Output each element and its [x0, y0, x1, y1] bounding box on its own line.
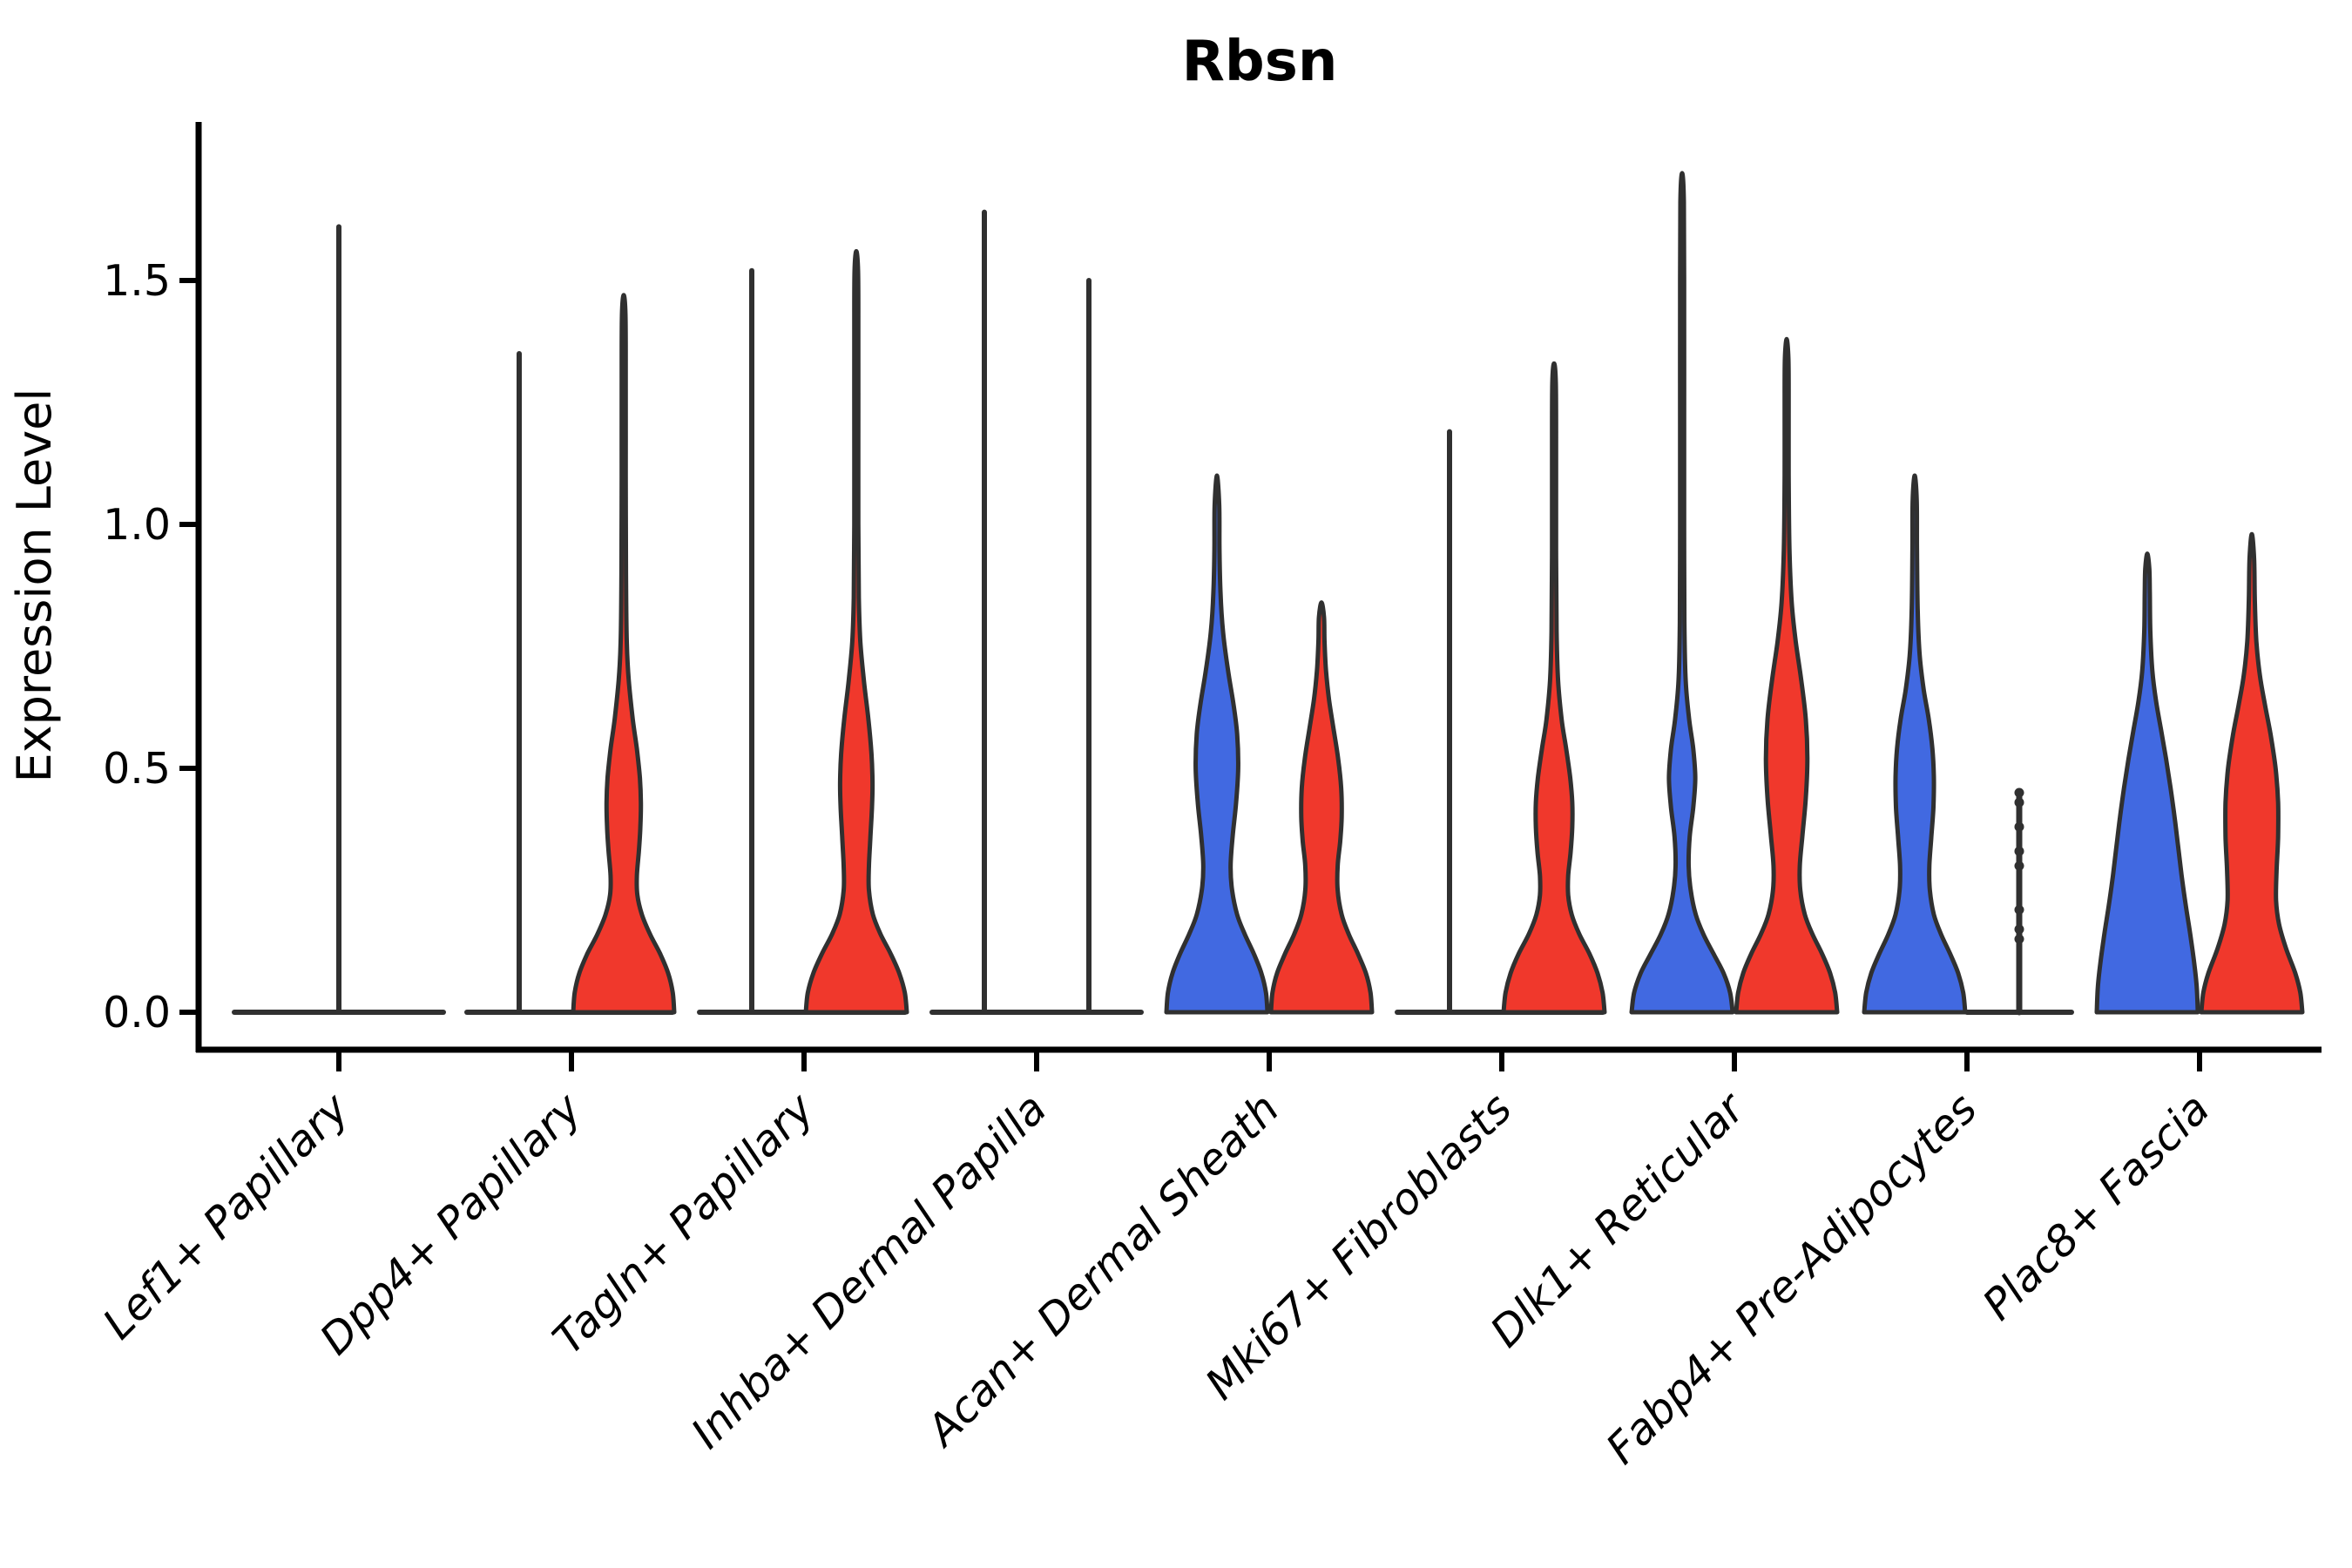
violin-plac8-fascia-red [2199, 531, 2305, 1015]
chart-title: Rbsn [1182, 30, 1338, 94]
violin-fabp4-pre-adipocytes-red-point [2014, 861, 2024, 871]
violin-fabp4-pre-adipocytes-blue [1862, 473, 1968, 1015]
violin-mki67-fibroblasts-red [1501, 361, 1607, 1015]
x-tick-label-lef1-papillary: Lef1+ Papillary [93, 1083, 359, 1348]
violin-fabp4-pre-adipocytes-red-point [2014, 904, 2024, 915]
y-tick-label: 0.0 [103, 988, 171, 1037]
violin-pair-dpp4-papillary [464, 293, 677, 1015]
x-tick-label-fabp4-pre-adipocytes: Fabp4+ Pre-Adipocytes [1597, 1084, 1987, 1474]
violin-pair-lef1-papillary [232, 224, 446, 1015]
violin-tagln-papillary-red [803, 248, 909, 1015]
x-tick-label-plac8-fascia: Plac8+ Fascia [1973, 1084, 2219, 1329]
violin-fabp4-pre-adipocytes-red-point [2014, 934, 2024, 944]
violins [232, 171, 2305, 1016]
violin-dlk1-reticular-blue [1629, 171, 1735, 1015]
violin-acan-dermal-sheath-blue [1164, 473, 1270, 1015]
violin-pair-mki67-fibroblasts [1395, 361, 1607, 1015]
violin-plac8-fascia-blue [2094, 551, 2200, 1015]
violin-pair-plac8-fascia [2094, 531, 2305, 1015]
violin-dpp4-papillary-red [571, 293, 677, 1015]
violin-pair-dlk1-reticular [1629, 171, 1840, 1015]
violin-acan-dermal-sheath-red [1268, 600, 1375, 1015]
y-ticks: 0.0 0.5 1.0 1.5 [103, 256, 199, 1037]
violin-fabp4-pre-adipocytes-red-point [2014, 797, 2024, 808]
violin-dlk1-reticular-red [1734, 336, 1840, 1015]
violin-pair-inhba-dermal-papilla [929, 209, 1144, 1015]
violin-pair-fabp4-pre-adipocytes [1862, 473, 2074, 1016]
y-tick-label: 1.0 [103, 500, 171, 550]
violin-fabp4-pre-adipocytes-red-point [2014, 846, 2024, 856]
violin-pair-tagln-papillary [697, 248, 909, 1015]
violin-fabp4-pre-adipocytes-red-point [2014, 787, 2024, 798]
violin-fabp4-pre-adipocytes-red-point [2014, 924, 2024, 935]
violin-pair-acan-dermal-sheath [1164, 473, 1375, 1015]
y-axis-label: Expression Level [7, 389, 62, 783]
y-tick-label: 1.5 [103, 256, 171, 306]
y-tick-label: 0.5 [103, 744, 171, 794]
violin-fabp4-pre-adipocytes-red-point [2014, 821, 2024, 832]
x-tick-label-dlk1-reticular: Dlk1+ Reticular [1481, 1082, 1755, 1356]
